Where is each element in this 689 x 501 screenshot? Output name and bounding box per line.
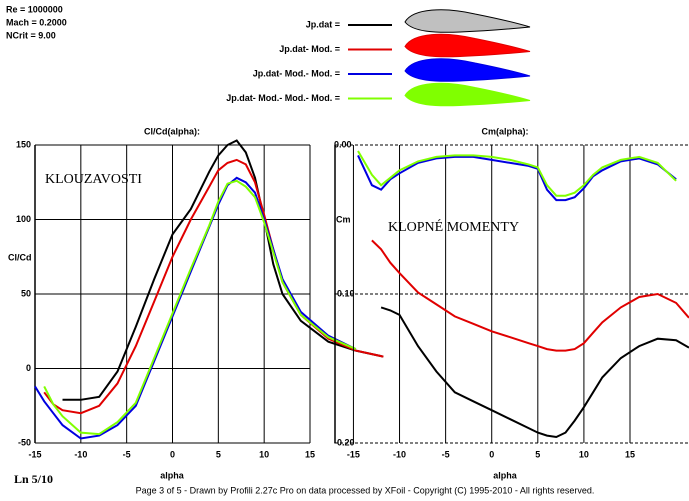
y-tick-label: 150 <box>16 139 31 149</box>
y-axis-label: Cm <box>336 214 351 224</box>
series-line <box>62 139 384 401</box>
series-line <box>43 158 384 415</box>
y-tick-label: 0.00 <box>334 139 352 149</box>
x-axis-label: alpha <box>160 470 185 480</box>
y-tick-label: -0.10 <box>334 288 355 298</box>
series-line <box>357 150 677 197</box>
series-line <box>371 239 689 352</box>
y-tick-label: -0.20 <box>334 437 355 447</box>
legend-label: Jp.dat- Mod. = <box>279 44 340 54</box>
legend-label: Jp.dat- Mod.- Mod. = <box>253 68 340 78</box>
chart-title: Cl/Cd(alpha): <box>144 126 200 136</box>
y-tick-label: 100 <box>16 214 31 224</box>
y-tick-label: 0 <box>26 363 31 373</box>
header-line: NCrit = 9.00 <box>6 30 56 40</box>
legend-airfoil <box>404 9 531 33</box>
x-tick-label: 5 <box>216 449 221 459</box>
x-tick-label: -15 <box>28 449 41 459</box>
legend-airfoil <box>404 33 531 58</box>
annotation: KLOPNÉ MOMENTY <box>388 218 519 235</box>
x-tick-label: -5 <box>123 449 131 459</box>
annotation: KLOUZAVOSTI <box>45 172 142 187</box>
x-tick-label: 10 <box>579 449 589 459</box>
legend-airfoil <box>404 58 531 82</box>
y-axis-label: Cl/Cd <box>8 252 32 262</box>
legend-airfoil <box>404 82 531 107</box>
series-line <box>380 306 689 439</box>
x-tick-label: -15 <box>347 449 360 459</box>
x-tick-label: 0 <box>170 449 175 459</box>
footer-text: Page 3 of 5 - Drawn by Profili 2.27c Pro… <box>136 485 595 495</box>
y-tick-label: 50 <box>21 288 31 298</box>
legend-label: Jp.dat = <box>306 19 340 29</box>
x-tick-label: -5 <box>442 449 450 459</box>
x-tick-label: 5 <box>535 449 540 459</box>
y-tick-label: -50 <box>18 437 31 447</box>
header-line: Re = 1000000 <box>6 4 63 14</box>
x-tick-label: -10 <box>393 449 406 459</box>
x-tick-label: 0 <box>489 449 494 459</box>
x-tick-label: -10 <box>74 449 87 459</box>
series-line <box>357 154 677 202</box>
legend-label: Jp.dat- Mod.- Mod.- Mod. = <box>226 93 340 103</box>
chart-title: Cm(alpha): <box>482 126 529 136</box>
footer-left: Ln 5/10 <box>14 472 53 486</box>
x-axis-label: alpha <box>493 470 518 480</box>
series-line <box>43 179 357 436</box>
x-tick-label: 15 <box>305 449 315 459</box>
header-line: Mach = 0.2000 <box>6 17 67 27</box>
x-tick-label: 15 <box>625 449 635 459</box>
x-tick-label: 10 <box>259 449 269 459</box>
